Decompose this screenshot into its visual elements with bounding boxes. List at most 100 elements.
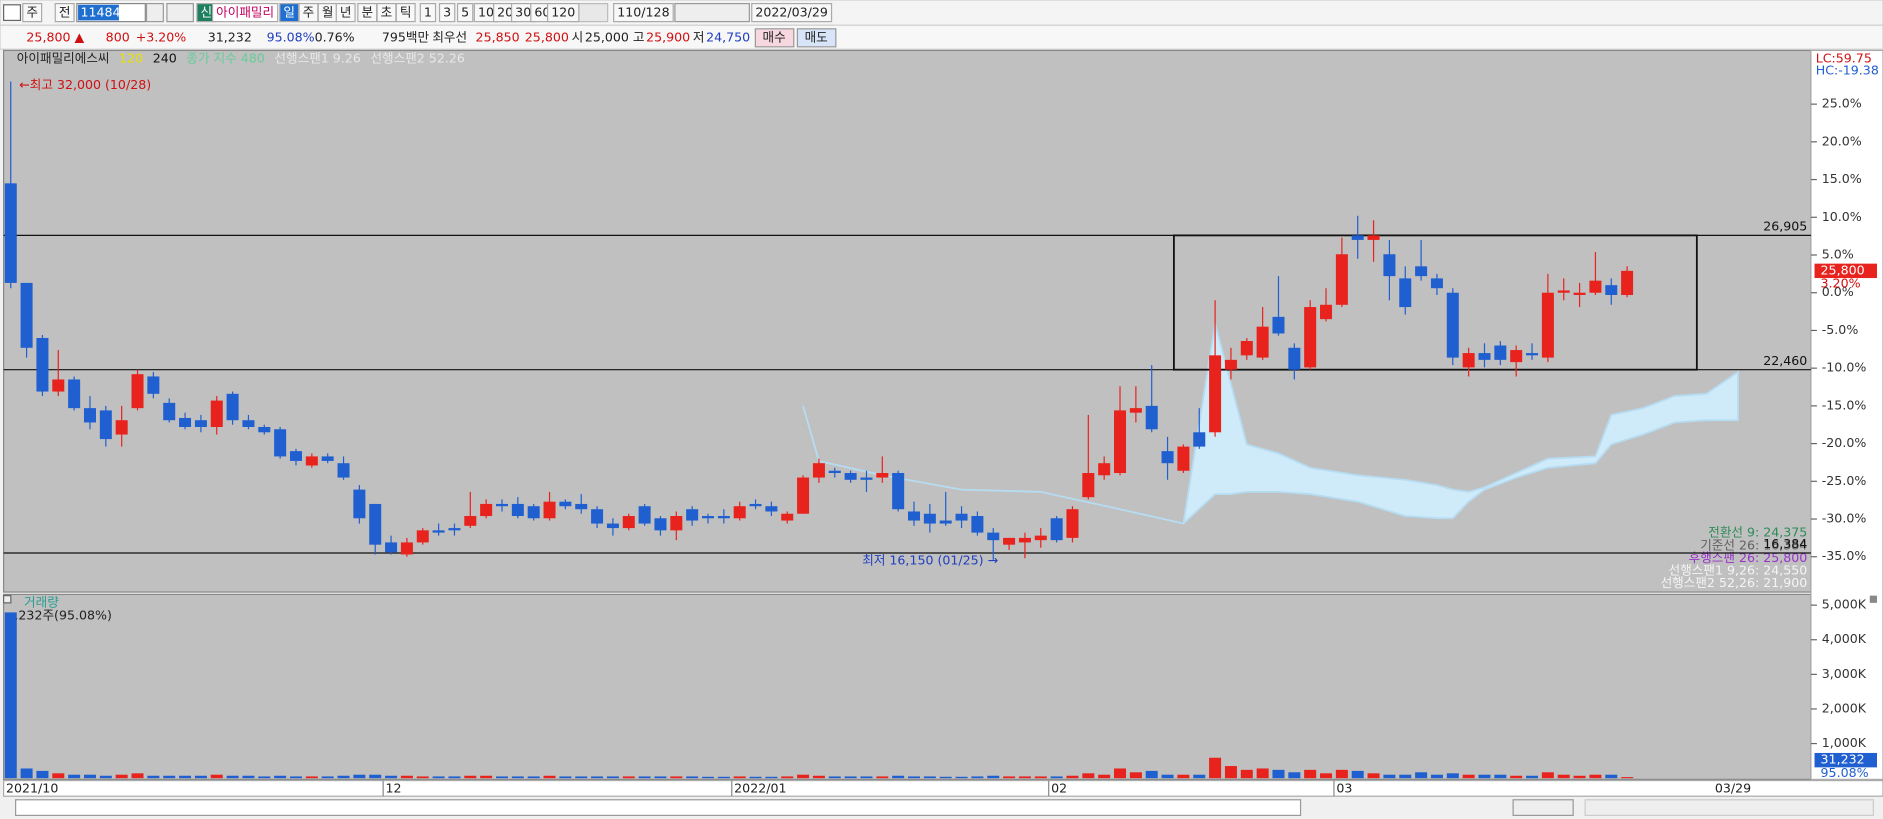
panel-close[interactable] xyxy=(1869,595,1877,603)
candle-body xyxy=(1066,509,1079,538)
volume-bar xyxy=(1003,776,1016,779)
toolbar-button[interactable] xyxy=(335,3,356,23)
volume-bar xyxy=(511,776,524,779)
candle-body xyxy=(1335,254,1348,305)
quote-item: 800 xyxy=(106,29,130,44)
candle-body xyxy=(1351,235,1364,240)
menu-icon[interactable] xyxy=(3,4,22,22)
volume-y-tick-label: 2,000K xyxy=(1822,700,1867,715)
volume-bar xyxy=(495,776,508,779)
volume-bar xyxy=(210,774,223,779)
volume-bar xyxy=(1494,774,1507,779)
volume-bar xyxy=(179,775,192,779)
candle-body xyxy=(860,477,873,480)
toolbar-button[interactable] xyxy=(547,3,580,23)
candle-body xyxy=(1367,235,1380,240)
toolbar-item: 10 xyxy=(478,5,494,20)
toolbar-button[interactable] xyxy=(22,3,43,23)
volume-bar xyxy=(955,776,968,779)
candle-body xyxy=(1415,266,1428,277)
volume-bar xyxy=(258,776,271,779)
candle-body xyxy=(876,473,889,478)
toolbar-item: 110/128 xyxy=(617,5,669,20)
volume-bar xyxy=(1430,774,1443,779)
candle-body xyxy=(258,426,271,433)
volume-bar xyxy=(606,776,619,779)
candle-body xyxy=(1430,278,1443,289)
order-button[interactable] xyxy=(754,28,795,48)
quote-item: 95.08% xyxy=(267,29,315,44)
candle-body xyxy=(1256,326,1269,358)
candle-body xyxy=(1034,535,1047,541)
volume-bar xyxy=(99,775,112,779)
toolbar-item: 120 xyxy=(551,5,575,20)
volume-bar xyxy=(1098,774,1111,779)
code-selection xyxy=(78,4,119,21)
volume-bar xyxy=(337,775,350,779)
toolbar-item: 신 xyxy=(201,5,213,20)
search-button[interactable] xyxy=(145,3,164,23)
volume-bar xyxy=(717,776,730,779)
toolbar-button[interactable] xyxy=(751,3,833,23)
toolbar-button[interactable] xyxy=(456,3,474,23)
toolbar-button[interactable] xyxy=(395,3,416,23)
quote-item: 0.76% xyxy=(315,29,355,44)
history-button[interactable] xyxy=(166,3,194,23)
candle-body xyxy=(1193,432,1206,447)
volume-bar xyxy=(939,776,952,779)
candle-body xyxy=(1272,316,1285,334)
volume-bar xyxy=(527,776,540,779)
volume-bar xyxy=(1605,774,1618,779)
volume-bar xyxy=(638,776,651,779)
toolbar-item: 주 xyxy=(303,5,315,20)
volume-bar xyxy=(1066,775,1079,779)
toolbar-button[interactable] xyxy=(211,3,279,23)
price-line-label: 22,460 xyxy=(1763,353,1807,368)
toolbar-item: 주 xyxy=(26,5,38,20)
volume-bar xyxy=(781,776,794,779)
toolbar-button[interactable] xyxy=(613,3,674,23)
candle-body xyxy=(52,379,65,392)
nav-buttons[interactable] xyxy=(1512,799,1574,816)
quote-item: 25,800 xyxy=(525,29,569,44)
candle-body xyxy=(226,393,239,421)
quote-item: 시 xyxy=(572,29,584,44)
volume-bar xyxy=(52,773,65,779)
volume-bar xyxy=(1351,770,1364,779)
volume-bar xyxy=(321,776,334,779)
volume-bar xyxy=(1288,772,1301,779)
candle-body xyxy=(20,282,33,348)
order-button[interactable] xyxy=(796,28,837,48)
tool-buttons[interactable] xyxy=(674,3,750,23)
volume-y-tick-label: 4,000K xyxy=(1822,631,1867,646)
candle-body xyxy=(686,509,699,521)
toolbar-item: 년 xyxy=(340,5,352,20)
volume-bar xyxy=(400,775,413,779)
candle-body xyxy=(337,463,350,478)
zoom-controls[interactable] xyxy=(1584,799,1874,816)
quote-item: 25,000 xyxy=(585,29,629,44)
candle-body xyxy=(828,470,841,474)
candle-body xyxy=(1557,290,1570,293)
toolbar-item: 전 xyxy=(59,5,71,20)
candle-body xyxy=(1224,359,1237,370)
candle-body xyxy=(511,503,524,517)
candle-body xyxy=(543,501,556,519)
volume-bar xyxy=(385,775,398,779)
toolbar-button[interactable] xyxy=(438,3,456,23)
toolbar-item: 60 xyxy=(534,5,550,20)
candle-body xyxy=(606,523,619,529)
candle-body xyxy=(923,513,936,524)
x-tick-label: 2022/01 xyxy=(734,780,786,795)
toolbar-item: 초 xyxy=(381,5,393,20)
y-tick-label: 10.0% xyxy=(1822,209,1862,224)
candle-body xyxy=(591,509,604,524)
scrollbar[interactable] xyxy=(15,799,1302,816)
volume-bar xyxy=(1050,776,1063,779)
toolbar-item: 1 xyxy=(424,5,432,20)
candle-body xyxy=(289,451,302,461)
x-tick-label: 03/29 xyxy=(1715,780,1751,795)
toolbar-button[interactable] xyxy=(419,3,437,23)
volume-bar xyxy=(987,775,1000,779)
toolbar-button[interactable] xyxy=(54,3,75,23)
